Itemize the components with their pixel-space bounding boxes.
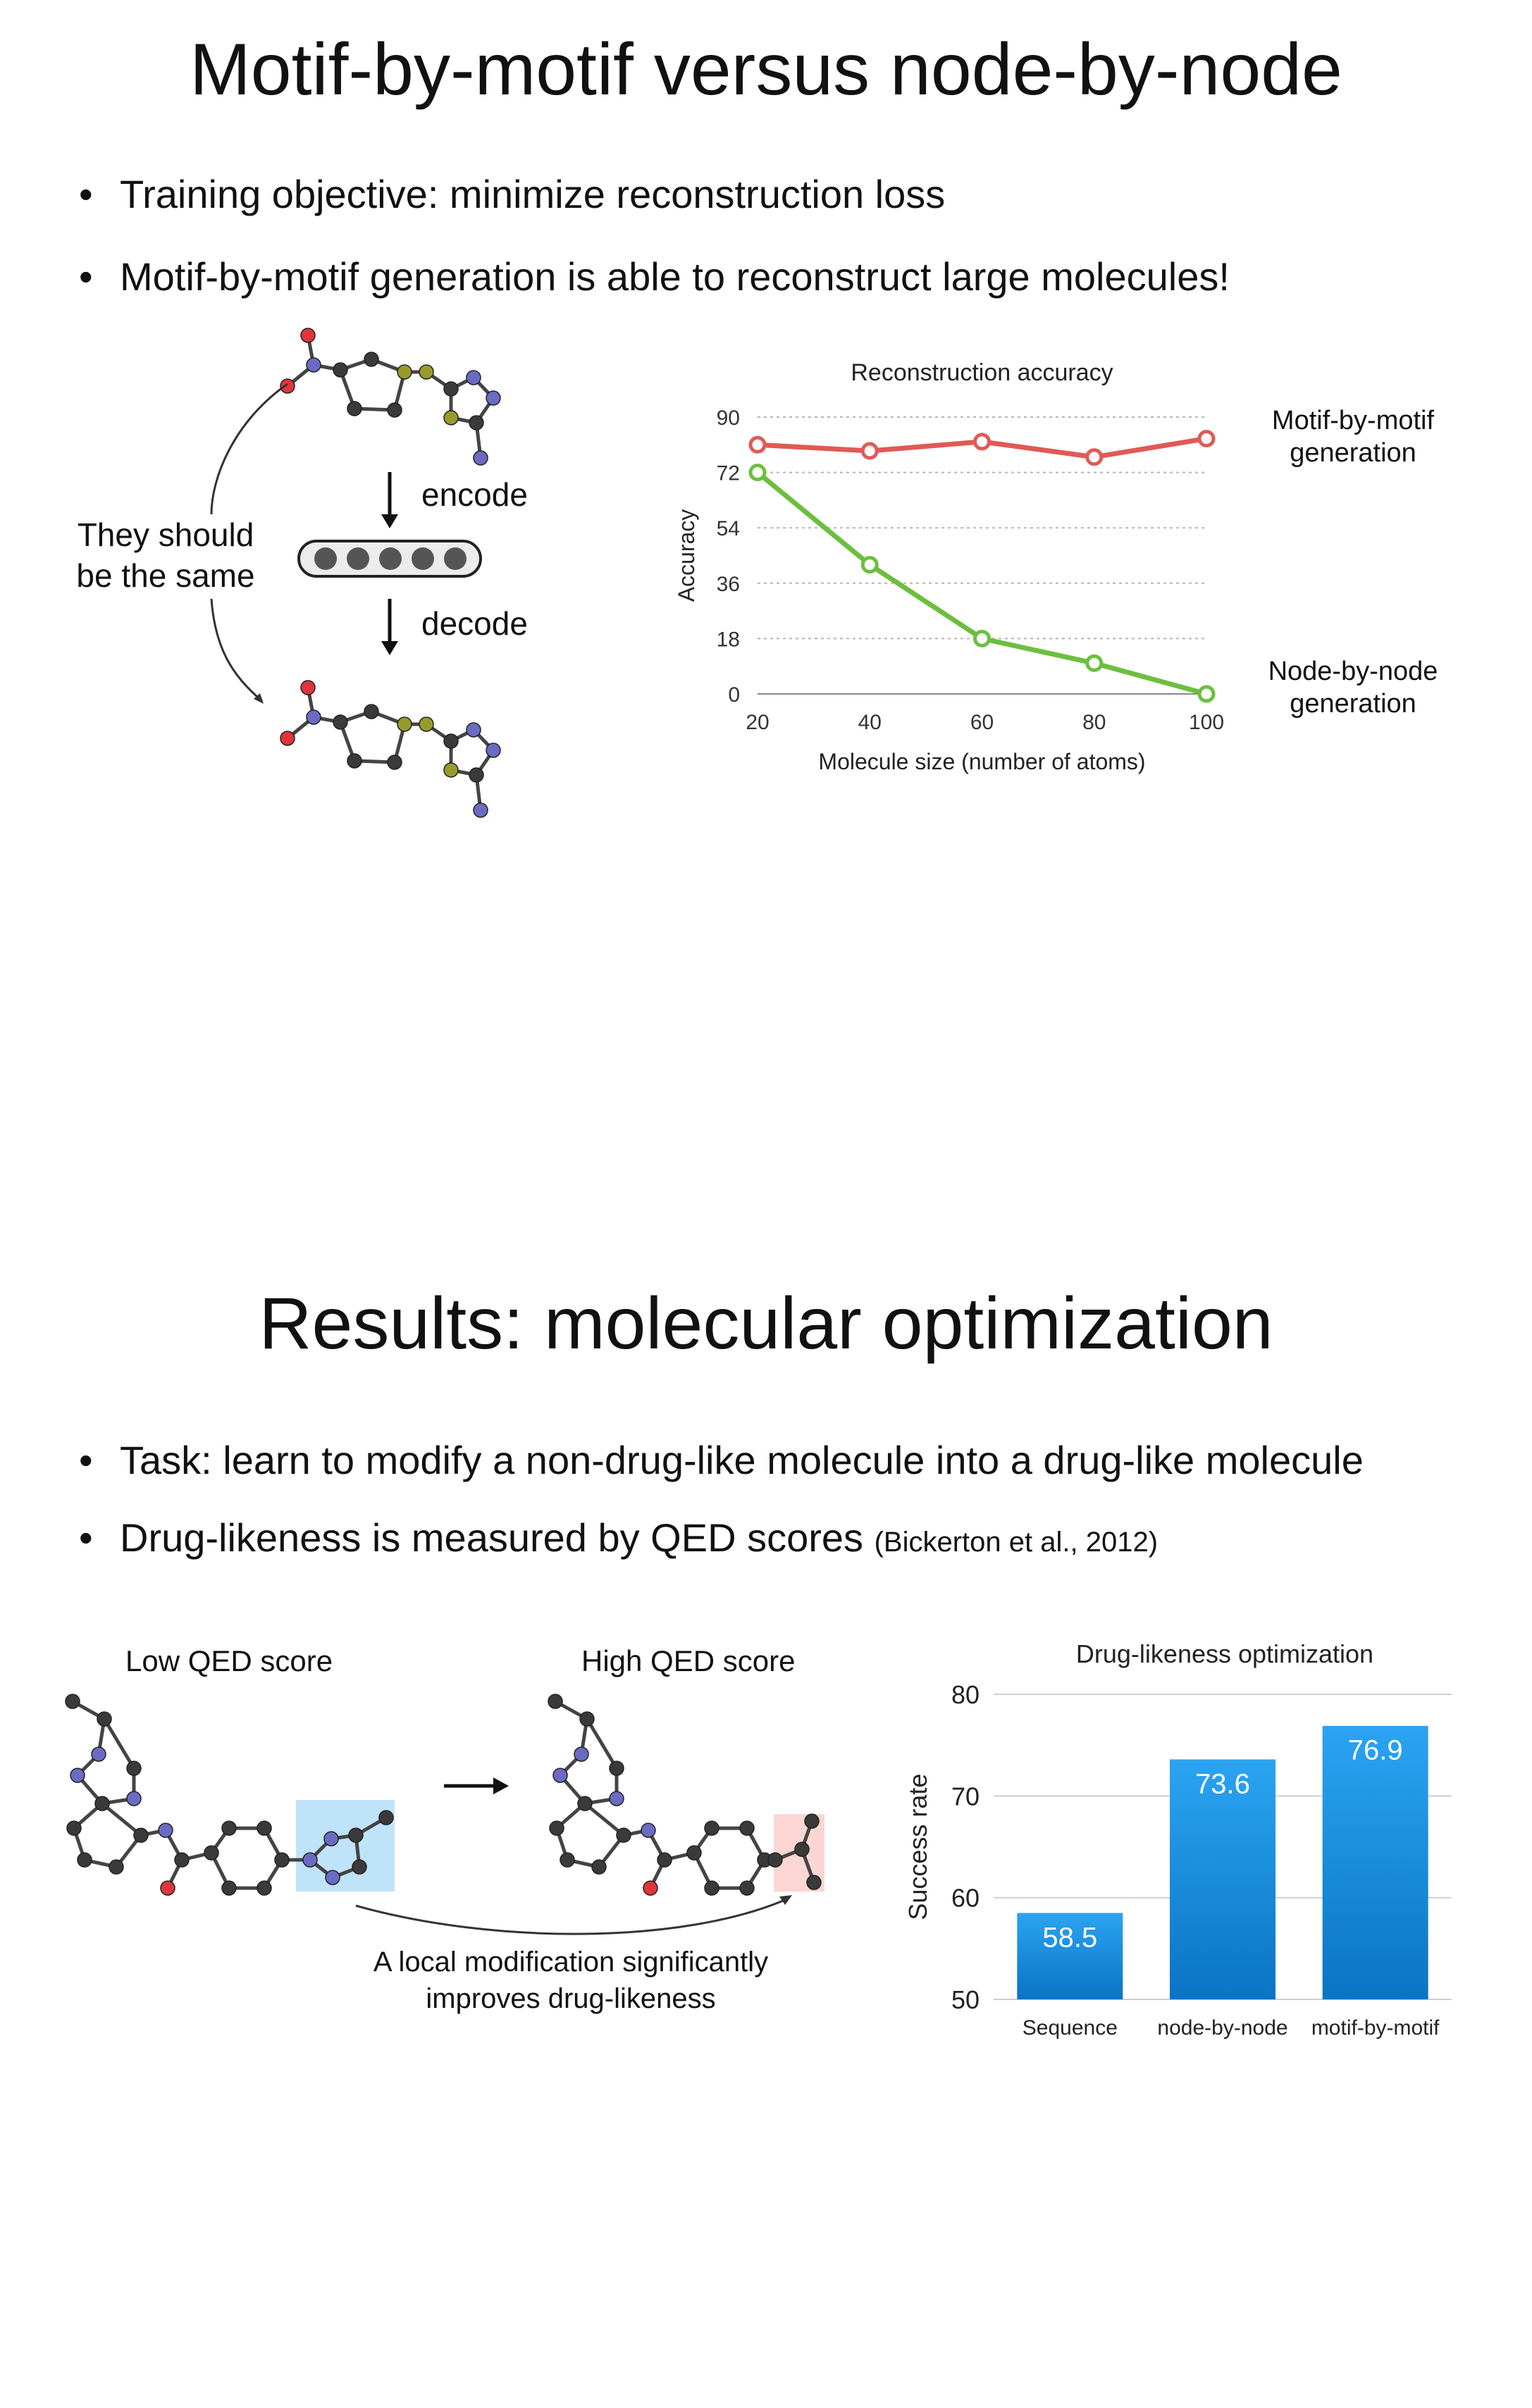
y-axis-label: Accuracy	[674, 509, 699, 602]
data-point	[1085, 448, 1104, 466]
bullet-text: Drug-likeness is measured by QED scores …	[120, 1515, 1158, 1560]
y-tick-label: 54	[717, 517, 740, 540]
bullet-text: Motif-by-motif generation is able to rec…	[120, 254, 1230, 299]
x-tick-label: 100	[1189, 711, 1224, 734]
data-point	[1085, 654, 1104, 672]
x-tick-label: 60	[970, 711, 994, 734]
node-series-label-line2: generation	[1290, 689, 1416, 719]
y-tick-label: 36	[717, 573, 740, 596]
y-tick-label: 18	[717, 628, 740, 651]
data-point	[1197, 685, 1216, 703]
x-axis-label: Molecule size (number of atoms)	[818, 749, 1145, 774]
high-qed-label: High QED score	[581, 1644, 796, 1677]
bullet-text: Task: learn to modify a non-drug-like mo…	[120, 1438, 1364, 1482]
bar-value-label: 73.6	[1195, 1768, 1250, 1799]
caption-line1: A local modification significantly	[373, 1947, 769, 1978]
data-point	[973, 433, 991, 451]
node-series-label-line1: Node-by-node	[1268, 657, 1438, 686]
chart-title: Drug-likeness optimization	[1076, 1639, 1373, 1668]
motif-series-label-line1: Motif-by-motif	[1271, 406, 1435, 435]
y-tick-label: 72	[717, 462, 740, 485]
x-tick-label: 80	[1082, 711, 1106, 734]
bullet-dot: •	[79, 1438, 93, 1482]
bullet-main-text: Drug-likeness is measured by QED scores	[120, 1515, 864, 1560]
motif-series-label-line2: generation	[1290, 438, 1416, 468]
bar-value-label: 76.9	[1348, 1735, 1403, 1766]
x-tick-label: 40	[858, 711, 882, 734]
category-label: node-by-node	[1157, 2016, 1287, 2040]
chart-title: Reconstruction accuracy	[851, 359, 1113, 386]
y-tick-label: 60	[951, 1884, 980, 1913]
bullet-text: Training objective: minimize reconstruct…	[120, 172, 946, 216]
slide1-title: Motif-by-motif versus node-by-node	[190, 29, 1342, 111]
same-label-line1: They should	[77, 516, 254, 553]
x-tick-label: 20	[746, 711, 769, 734]
bar	[1017, 1913, 1123, 1999]
encode-label: encode	[421, 476, 528, 513]
data-point	[860, 556, 879, 574]
bullet-dot: •	[79, 172, 93, 216]
category-label: motif-by-motif	[1311, 2016, 1440, 2040]
caption-line2: improves drug-likeness	[426, 1983, 716, 2014]
decode-label: decode	[421, 605, 528, 642]
bullet-dot: •	[79, 1515, 93, 1560]
y-tick-label: 0	[728, 683, 740, 707]
y-tick-label: 80	[951, 1680, 980, 1709]
bar-value-label: 58.5	[1042, 1922, 1097, 1953]
low-qed-label: Low QED score	[125, 1644, 333, 1677]
data-point	[973, 629, 991, 647]
bar	[1170, 1759, 1275, 1999]
slide2-title: Results: molecular optimization	[259, 1283, 1273, 1365]
category-label: Sequence	[1023, 2016, 1118, 2040]
data-point	[748, 435, 767, 454]
data-point	[748, 464, 767, 482]
bar	[1322, 1725, 1428, 1999]
y-tick-label: 50	[951, 1985, 980, 2014]
y-tick-label: 70	[951, 1782, 980, 1811]
y-axis-label: Success rate	[903, 1773, 932, 1920]
data-point	[1197, 430, 1216, 448]
same-label-line2: be the same	[76, 557, 255, 594]
bullet-dot: •	[79, 254, 93, 299]
y-tick-label: 90	[717, 406, 740, 430]
data-point	[860, 442, 879, 460]
citation: (Bickerton et al., 2012)	[874, 1527, 1159, 1558]
